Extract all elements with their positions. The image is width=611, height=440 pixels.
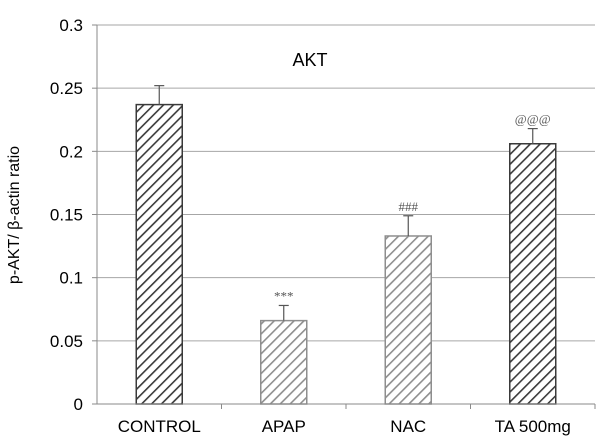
x-tick-label: CONTROL: [118, 417, 201, 436]
bar-control: [135, 103, 183, 405]
significance-label: ***: [274, 288, 294, 303]
bar-nac: [384, 235, 432, 405]
x-tick-labels: CONTROL APAP NAC TA 500mg: [118, 417, 571, 436]
y-tick-label: 0.2: [59, 142, 83, 161]
y-tick-label: 0.15: [50, 206, 83, 225]
x-tick-label: NAC: [390, 417, 426, 436]
significance-label: ###: [399, 199, 419, 214]
x-tick-label: APAP: [262, 417, 306, 436]
y-axis-label: p-AKT/ β-actin ratio: [6, 146, 23, 284]
bar-apap: [260, 319, 308, 405]
y-tick-label: 0: [74, 395, 83, 414]
y-tick-labels: 0 0.05 0.1 0.15 0.2 0.25 0.3: [50, 16, 83, 414]
y-tick-label: 0.25: [50, 79, 83, 98]
bar-ta-500mg: [509, 143, 557, 405]
x-tick-label: TA 500mg: [495, 417, 571, 436]
axes: [92, 24, 596, 409]
y-tick-label: 0.1: [59, 269, 83, 288]
y-tick-label: 0.3: [59, 16, 83, 35]
significance-label: @@@: [515, 112, 551, 127]
bars: *** ### @@@: [135, 85, 557, 405]
y-tick-label: 0.05: [50, 332, 83, 351]
chart-title: AKT: [292, 50, 327, 70]
